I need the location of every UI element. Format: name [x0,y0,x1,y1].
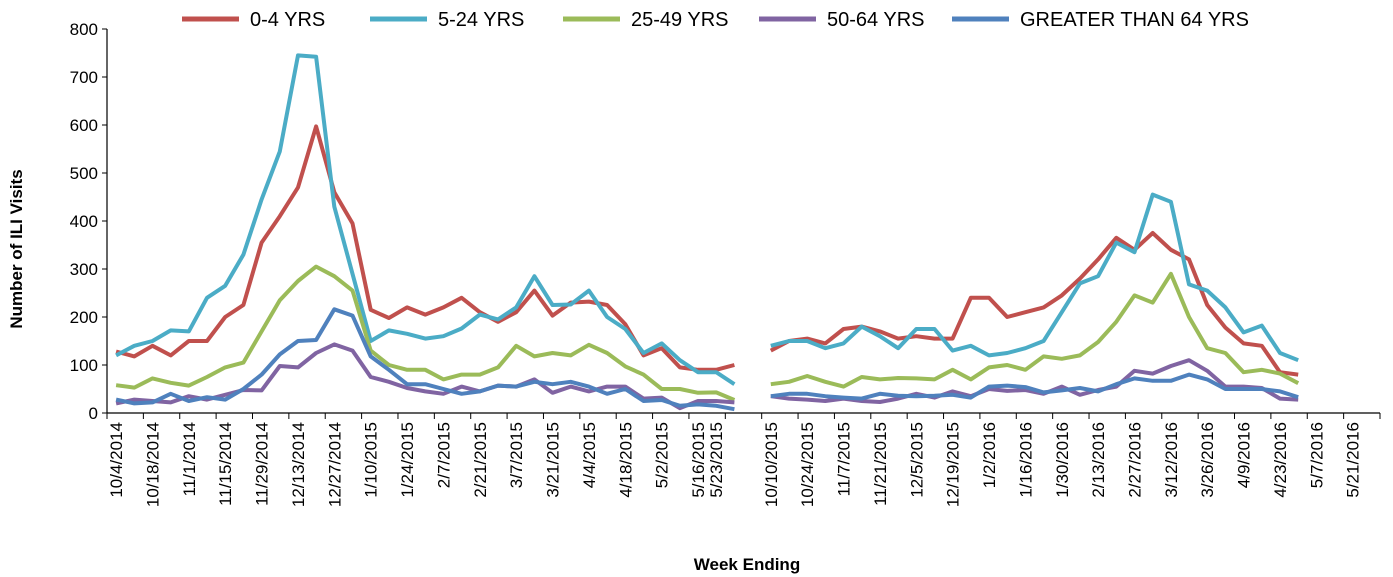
series-line-25-49-yrs [115,264,736,402]
x-axis-title: Week Ending [694,555,800,574]
y-tick-label: 300 [70,260,98,279]
x-tick-label: 10/24/2015 [798,422,817,507]
legend-item-5-24-yrs: 5-24 YRS [370,9,524,31]
x-tick-label: 2/27/2016 [1125,422,1144,498]
series-line-greater-than-64-yrs [770,372,1299,401]
x-tick-label: 11/29/2014 [253,422,272,506]
y-axis-title: Number of ILI Visits [7,169,26,328]
x-tick-label: 4/4/2015 [580,422,599,488]
x-tick-label: 12/13/2014 [289,422,308,507]
legend-item-50-64-yrs: 50-64 YRS [759,9,924,31]
x-tick-label: 3/26/2016 [1198,422,1217,498]
series-0-4-yrs [115,124,1299,377]
x-tick-label: 4/18/2015 [616,422,635,498]
x-tick-label: 10/18/2014 [143,422,162,507]
y-tick-label: 700 [70,68,98,87]
series-line-50-64-yrs [770,358,1299,404]
series-line-0-4-yrs [115,124,735,372]
series-line-50-64-yrs [115,342,735,411]
legend-item-greater-than-64-yrs: GREATER THAN 64 YRS [952,9,1249,31]
x-tick-label: 10/4/2014 [107,422,126,498]
x-tick-label: 12/19/2015 [944,422,963,507]
x-tick-label: 2/7/2015 [434,422,453,488]
x-tick-label: 1/10/2015 [362,422,381,498]
legend-label: 25-49 YRS [631,9,728,31]
x-axis-ticks: 10/4/2014 10/18/2014 11/1/2014 11/15/2014 11… [106,413,1381,507]
series-layer [115,53,1300,412]
x-tick-label: 3/12/2016 [1162,422,1181,498]
x-tick-label: 12/27/2014 [325,422,344,507]
legend-label: 0-4 YRS [250,9,325,31]
x-tick-label: 1/24/2015 [398,422,417,498]
series-line-greater-than-64-yrs [115,307,735,412]
y-tick-label: 600 [70,116,98,135]
x-tick-label: 2/13/2016 [1089,422,1108,498]
x-tick-label: 4/23/2016 [1271,422,1290,498]
legend-label: GREATER THAN 64 YRS [1020,9,1249,31]
legend-label: 50-64 YRS [827,9,924,31]
y-tick-label: 500 [70,164,98,183]
x-tick-label: 11/15/2014 [216,422,235,506]
x-tick-label: 12/5/2015 [907,422,926,498]
x-tick-label: 5/23/2015 [707,422,726,498]
y-tick-label: 0 [89,404,98,423]
legend-item-25-49-yrs: 25-49 YRS [563,9,728,31]
series-line-25-49-yrs [770,271,1300,389]
x-tick-label: 1/2/2016 [980,422,999,488]
y-tick-label: 400 [70,212,98,231]
series-25-49-yrs [115,264,1300,402]
x-tick-label: 11/1/2014 [180,422,199,496]
y-axis-ticks: 0 100 200 300 400 500 600 700 800 [70,20,107,423]
x-tick-label: 3/21/2015 [544,422,563,498]
series-5-24-yrs [115,53,1299,386]
x-tick-label: 5/7/2016 [1307,422,1326,488]
x-tick-label: 5/2/2015 [653,422,672,488]
x-tick-label: 10/10/2015 [762,422,781,507]
legend-item-0-4-yrs: 0-4 YRS [182,9,325,31]
series-line-5-24-yrs [770,192,1299,363]
series-line-5-24-yrs [115,53,736,386]
x-tick-label: 1/16/2016 [1016,422,1035,498]
legend-label: 5-24 YRS [438,9,524,31]
x-tick-label: 5/21/2016 [1344,422,1363,498]
x-tick-label: 4/9/2016 [1235,422,1254,488]
x-tick-label: 2/21/2015 [471,422,490,498]
x-tick-label: 3/7/2015 [507,422,526,488]
y-tick-label: 800 [70,20,98,39]
series-50-64-yrs [115,342,1299,411]
y-tick-label: 200 [70,308,98,327]
y-tick-label: 100 [70,356,98,375]
x-tick-label: 1/30/2016 [1053,422,1072,498]
series-greater-than-64-yrs [115,307,1299,412]
x-tick-label: 11/21/2015 [871,422,890,506]
x-tick-label: 11/7/2015 [835,422,854,496]
chart-legend: 0-4 YRS 5-24 YRS 25-49 YRS 50-64 YRS GREATER… [182,9,1249,31]
x-tick-label: 5/16/2015 [689,422,708,498]
